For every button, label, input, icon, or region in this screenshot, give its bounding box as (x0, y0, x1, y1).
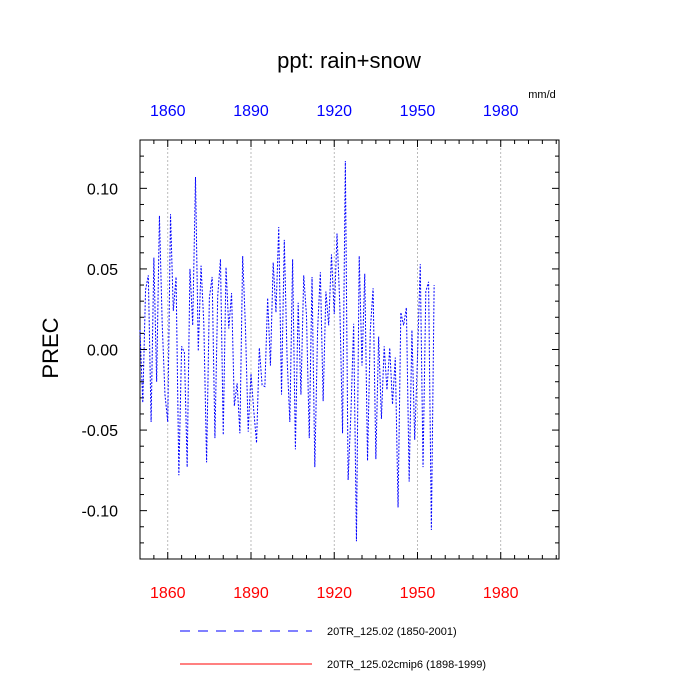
legend-label-series-2: 20TR_125.02cmip6 (1898-1999) (327, 659, 486, 671)
top-tick-label-1920: 1920 (316, 103, 352, 120)
top-tick-label-1890: 1890 (233, 103, 269, 120)
chart-title: ppt: rain+snow (277, 48, 421, 73)
legend: 20TR_125.02 (1850-2001) 20TR_125.02cmip6… (180, 626, 486, 671)
bottom-tick-label-1920: 1920 (316, 585, 352, 602)
top-tick-label-1980: 1980 (483, 103, 519, 120)
bottom-tick-label-1950: 1950 (400, 585, 436, 602)
bottom-tick-label-1980: 1980 (483, 585, 519, 602)
y-tick-label-neg-0.10: -0.10 (82, 504, 119, 521)
gridlines (167, 140, 502, 559)
legend-label-series-1: 20TR_125.02 (1850-2001) (327, 626, 457, 638)
y-tick-label-neg-0.05: -0.05 (82, 423, 119, 440)
y-tick-label-0.05: 0.05 (87, 262, 118, 279)
axis-ticks (139, 140, 559, 559)
bottom-x-tick-labels: 1860 1890 1920 1950 1980 (150, 585, 519, 602)
series-line-20tr-125-02 (139, 160, 435, 542)
y-tick-labels: -0.10 -0.05 0.00 0.05 0.10 (82, 181, 119, 520)
bottom-tick-label-1890: 1890 (233, 585, 269, 602)
units-label: mm/d (528, 89, 556, 101)
bottom-tick-label-1860: 1860 (150, 585, 186, 602)
y-axis-label: PREC (38, 317, 63, 378)
plot-frame (139, 139, 560, 560)
top-tick-label-1860: 1860 (150, 103, 186, 120)
y-tick-label-0.10: 0.10 (87, 181, 118, 198)
y-tick-label-0.00: 0.00 (87, 343, 118, 360)
top-tick-label-1950: 1950 (400, 103, 436, 120)
top-x-tick-labels: 1860 1890 1920 1950 1980 (150, 103, 519, 120)
